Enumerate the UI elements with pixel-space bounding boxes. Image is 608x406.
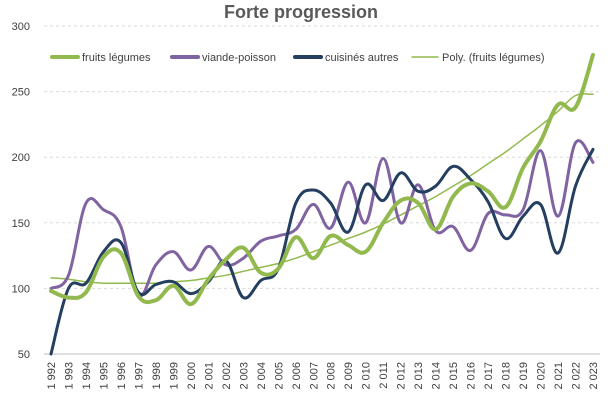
x-tick-label: 1 997	[133, 362, 145, 390]
x-tick-label: 2 021	[553, 362, 565, 390]
y-tick-label: 50	[18, 349, 30, 361]
x-tick-label: 1 999	[168, 362, 180, 390]
x-tick-label: 2 009	[343, 362, 355, 390]
x-tick-label: 2 015	[448, 362, 460, 390]
x-tick-label: 1 992	[46, 362, 58, 390]
x-tick-label: 2 018	[501, 362, 513, 390]
axis-layer: 50 100 150 200 250 300 1 992 1 993 1 994 1 995 1 9…	[12, 21, 600, 390]
x-tick-label: 2 001	[203, 362, 215, 390]
x-tick-label: 2 010	[361, 362, 373, 390]
legend-label-viande-poisson: viande-poisson	[202, 52, 276, 64]
x-tick-label: 2 023	[588, 362, 600, 390]
x-tick-label: 2 006	[291, 362, 303, 390]
x-tick-label: 2 000	[186, 362, 198, 390]
x-tick-label: 2 011	[378, 362, 390, 389]
legend-label-poly-fruits-l-gumes: Poly. (fruits légumes)	[442, 52, 545, 64]
series-line-poly-fruits-l-gumes	[50, 93, 594, 285]
x-tick-label: 2 007	[308, 362, 320, 390]
x-tick-label: 2 008	[326, 362, 338, 390]
x-tick-label: 2 022	[571, 362, 583, 390]
x-tick-label: 2 005	[273, 362, 285, 390]
x-tick-label: 2 013	[413, 362, 425, 390]
x-tick-label: 1 998	[151, 362, 163, 390]
series-line-fruits-l-gumes	[49, 52, 595, 307]
chart-title: Forte progression	[224, 2, 378, 22]
x-tick-label: 2 020	[536, 362, 548, 390]
x-tick-label: 2 012	[396, 362, 408, 390]
series-layer	[49, 52, 595, 356]
grid-layer	[44, 25, 600, 289]
x-tick-label: 1 993	[63, 362, 75, 390]
y-tick-label: 100	[12, 283, 30, 295]
x-tick-label: 2 014	[431, 362, 443, 390]
x-tick-label: 2 017	[483, 362, 495, 390]
y-tick-label: 150	[12, 218, 30, 230]
x-tick-label: 2 016	[466, 362, 478, 390]
y-tick-label: 300	[12, 21, 30, 33]
series-line-cuisin-s-autres	[49, 147, 595, 356]
x-tick-label: 2 004	[256, 362, 268, 390]
y-tick-label: 250	[12, 87, 30, 99]
x-tick-label: 2 003	[238, 362, 250, 390]
x-tick-label: 2 002	[221, 362, 233, 390]
x-tick-label: 2 019	[518, 362, 530, 390]
legend-label-cuisin-s-autres: cuisinés autres	[325, 52, 399, 64]
legend-label-fruits-l-gumes: fruits légumes	[82, 52, 151, 64]
y-tick-label: 200	[12, 152, 30, 164]
x-tick-label: 1 996	[116, 362, 128, 390]
x-tick-label: 1 995	[98, 362, 110, 390]
x-tick-label: 1 994	[81, 362, 93, 390]
legend: fruits légumes viande-poisson cuisinés aut…	[50, 52, 545, 64]
